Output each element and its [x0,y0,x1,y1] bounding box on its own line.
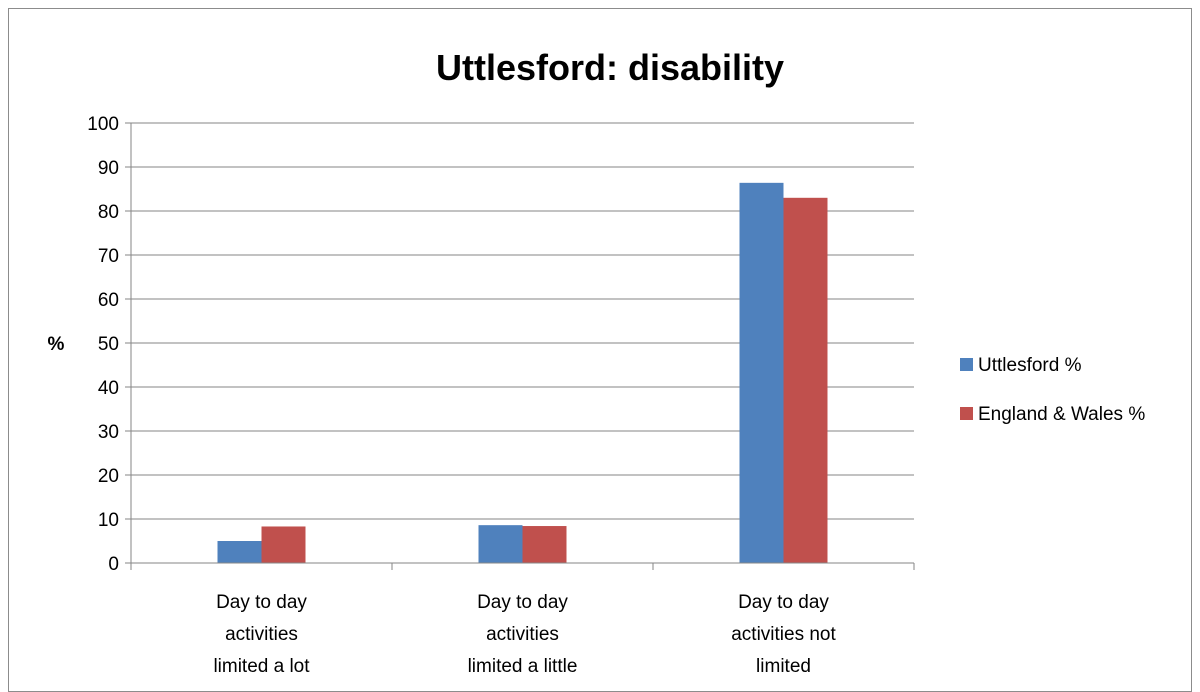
axes: 0 10 20 30 40 50 60 70 80 90 100 Day to day activiti… [87,114,915,677]
x-category-label: activities not [731,624,836,645]
x-category-label: Day to day [738,592,829,613]
x-category-label: activities [486,624,559,645]
y-tick-label: 40 [98,378,119,399]
x-category-label: Day to day [216,592,307,613]
legend-label: Uttlesford % [978,355,1082,376]
bar-england-wales [783,197,828,564]
y-axis-label: % [48,334,65,355]
legend-swatch [960,407,973,420]
bar-uttlesford [478,525,523,563]
legend-swatch [960,358,973,371]
chart-title: Uttlesford: disability [436,47,784,88]
x-category-label: limited a little [468,656,578,677]
y-tick-label: 90 [98,158,119,179]
y-tick-label: 10 [98,510,119,531]
x-category-label: limited [756,656,811,677]
bar-england-wales [261,526,306,563]
x-category-label: activities [225,624,298,645]
y-tick-label: 50 [98,334,119,355]
bar-england-wales [522,526,567,563]
bars [217,182,828,564]
y-tick-label: 30 [98,422,119,443]
y-tick-label: 100 [87,114,119,135]
x-category-label: Day to day [477,592,568,613]
y-tick-label: 0 [108,554,119,575]
y-tick-label: 60 [98,290,119,311]
bar-uttlesford [739,182,784,563]
bar-uttlesford [217,541,262,563]
chart-frame [8,8,1192,692]
legend: Uttlesford % England & Wales % [960,355,1145,425]
legend-label: England & Wales % [978,404,1145,425]
y-tick-label: 80 [98,202,119,223]
y-tick-label: 20 [98,466,119,487]
x-category-label: limited a lot [213,656,310,677]
y-tick-label: 70 [98,246,119,267]
